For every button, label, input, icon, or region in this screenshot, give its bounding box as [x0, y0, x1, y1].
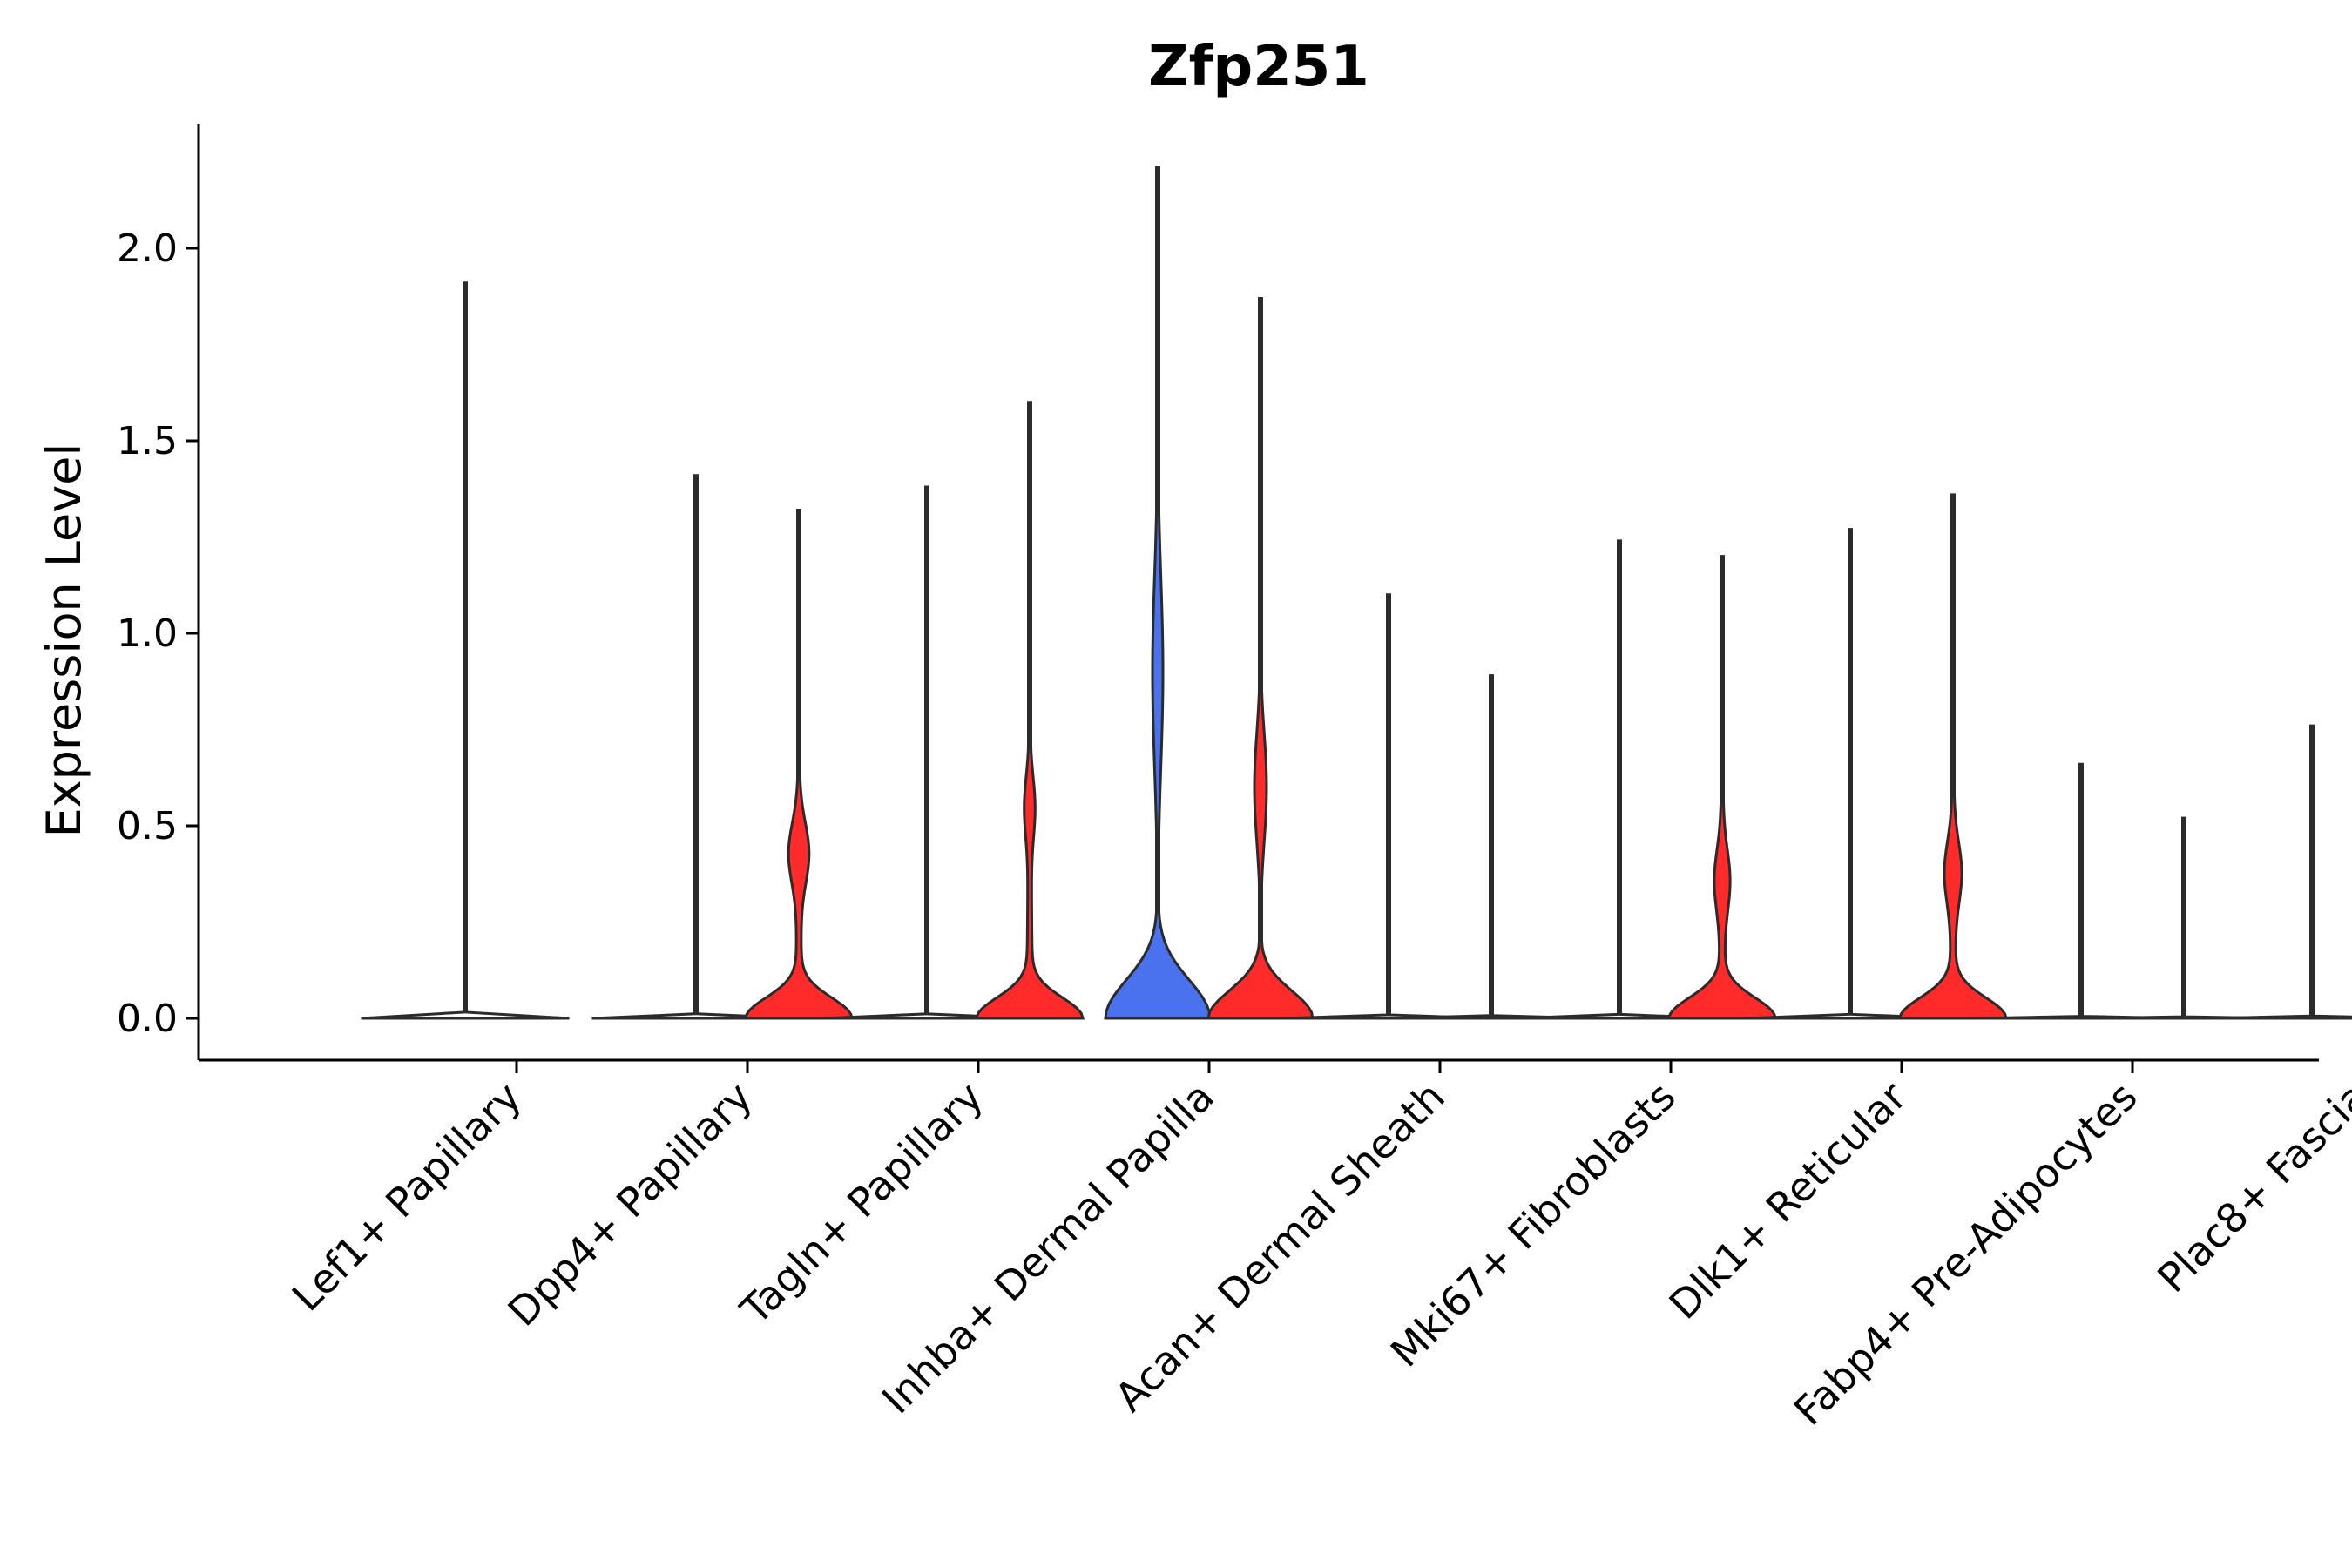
violin-body: [744, 509, 854, 1020]
violin-body: [1206, 296, 1315, 1020]
violin-body: [1104, 166, 1212, 1020]
violin-body: [1898, 493, 2008, 1020]
violin-right: [1387, 674, 1596, 1020]
violin-right: [1898, 493, 2008, 1020]
y-tick-label: 1.0: [117, 612, 178, 656]
violin-body: [2079, 816, 2288, 1020]
violin-left: [1515, 539, 1724, 1020]
violin-left: [822, 485, 1031, 1020]
violin-left: [591, 474, 801, 1020]
x-tick-label: Plac8+ Fascia: [2148, 1073, 2352, 1301]
violin-body: [974, 401, 1085, 1020]
violin-right: [2079, 816, 2288, 1020]
x-tick-label: Dlk1+ Reticular: [1660, 1073, 1916, 1328]
x-tick-label: Tagln+ Papillary: [731, 1073, 992, 1335]
x-tick-label: Lef1+ Papillary: [283, 1073, 531, 1321]
violin-body: [1515, 539, 1724, 1020]
violin-body: [1667, 555, 1777, 1020]
violin-body: [591, 474, 801, 1020]
violin-left: [1746, 528, 1955, 1020]
violin-right: [744, 509, 854, 1020]
y-tick-label: 0.0: [117, 997, 178, 1041]
violin-body: [1977, 762, 2186, 1020]
violin-left: [2207, 724, 2352, 1020]
violin-right: [1206, 296, 1315, 1020]
violin-body: [1387, 674, 1596, 1020]
x-tick-label: Dpp4+ Papillary: [499, 1073, 761, 1335]
violin-left: [1977, 762, 2186, 1020]
chart-title: Zfp251: [1148, 35, 1369, 99]
y-axis-label: Expression Level: [37, 443, 91, 838]
violin-left: [361, 281, 570, 1020]
violin-right: [2310, 1016, 2352, 1020]
y-tick-label: 0.5: [117, 804, 178, 848]
violin-body: [2310, 1016, 2352, 1020]
y-tick-label: 2.0: [117, 226, 178, 271]
violin-body: [2207, 724, 2352, 1020]
violin-left: [1284, 593, 1493, 1020]
violin-left: [1104, 166, 1212, 1020]
violin-body: [361, 281, 570, 1020]
violin-right: [974, 401, 1085, 1020]
violin-body: [822, 485, 1031, 1020]
violin-body: [1746, 528, 1955, 1020]
y-tick-label: 1.5: [117, 419, 178, 463]
violin-body: [1284, 593, 1493, 1020]
violin-right: [1667, 555, 1777, 1020]
